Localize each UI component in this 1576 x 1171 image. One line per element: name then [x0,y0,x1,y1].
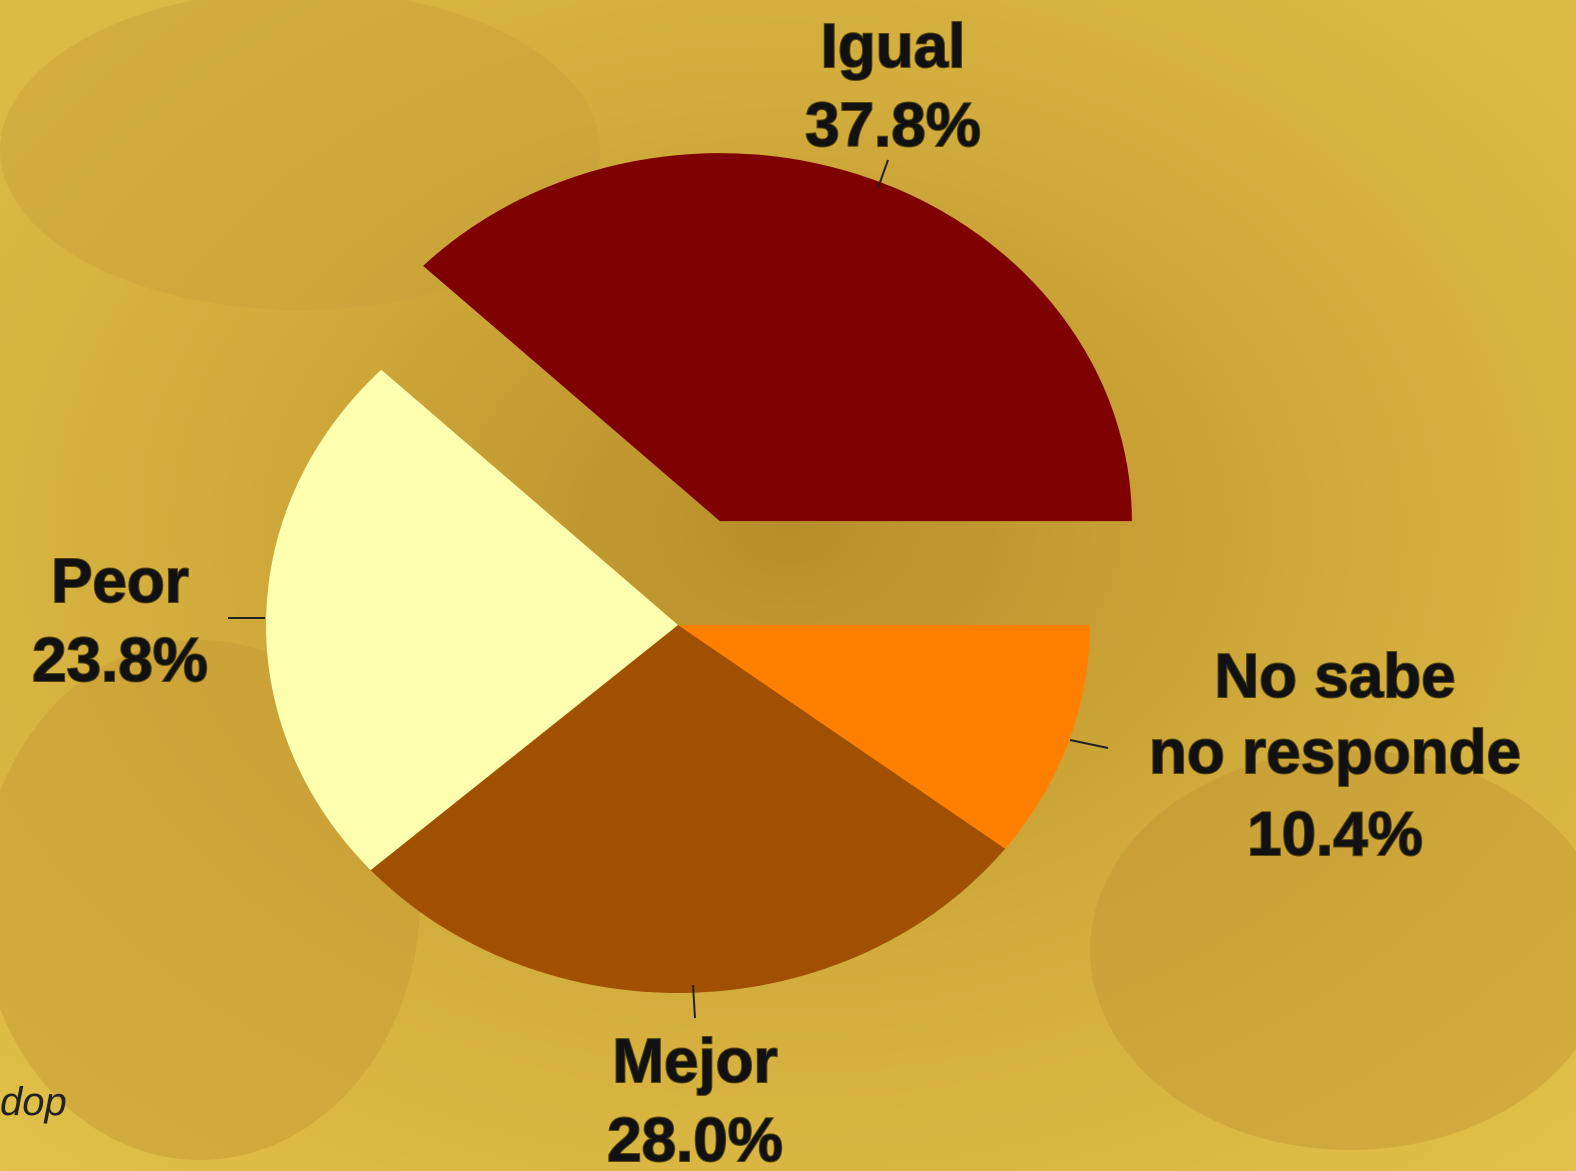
value-label: 28.0% [607,1106,783,1171]
pie-slice [678,625,1090,849]
label-line: Igual [821,12,966,81]
leader-line [877,159,889,189]
label-line: Mejor [612,1027,777,1096]
label-line: no responde [1149,718,1521,787]
footer: dop [0,1080,67,1124]
slice-label: No sabe no responde [1149,642,1521,787]
label-line: Peor [51,547,189,616]
slice-label: Mejor [612,1027,777,1096]
pie [266,153,1132,993]
pie-slice [423,153,1132,522]
value-label: 37.8% [805,91,981,160]
slice-label: Igual [821,12,966,81]
slice-label: Peor [51,547,189,616]
leader-line [692,984,696,1019]
pie-slice [370,625,1006,993]
pie-slice [266,369,678,871]
value-label: 23.8% [32,626,208,695]
background-texture [1090,750,1576,1150]
value-label: 10.4% [1247,800,1423,869]
leader-line [1069,739,1109,749]
label-line: No sabe [1214,642,1455,711]
background-texture [0,0,600,310]
